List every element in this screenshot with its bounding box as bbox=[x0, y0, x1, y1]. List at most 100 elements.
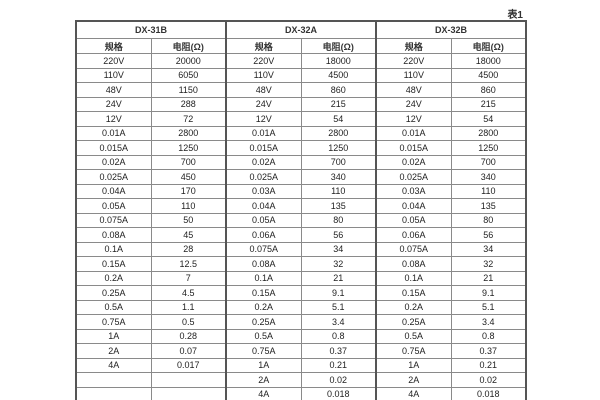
spec-column-header: 规格 bbox=[375, 38, 452, 54]
spec-cell: 0.04A bbox=[75, 183, 152, 199]
spec-cell: 1A bbox=[375, 357, 452, 373]
resistance-cell bbox=[150, 372, 227, 388]
spec-cell: 0.05A bbox=[375, 212, 452, 228]
resistance-cell: 110 bbox=[450, 183, 527, 199]
spec-cell: 0.5A bbox=[225, 328, 302, 344]
resistance-cell: 0.37 bbox=[300, 343, 377, 359]
spec-cell: 0.075A bbox=[225, 241, 302, 257]
resistance-cell: 1250 bbox=[450, 140, 527, 156]
spec-cell: 110V bbox=[225, 67, 302, 83]
spec-cell: 0.02A bbox=[225, 154, 302, 170]
resistance-cell: 34 bbox=[300, 241, 377, 257]
spec-cell: 24V bbox=[225, 96, 302, 112]
spec-cell: 1A bbox=[75, 328, 152, 344]
table-row: 0.15A 12.5 0.08A 32 0.08A 32 bbox=[75, 256, 527, 272]
spec-cell bbox=[75, 386, 152, 400]
table-row: 110V 6050 110V 4500 110V 4500 bbox=[75, 67, 527, 83]
resistance-cell: 1150 bbox=[150, 82, 227, 98]
spec-cell: 0.01A bbox=[75, 125, 152, 141]
spec-cell: 0.025A bbox=[75, 169, 152, 185]
resistance-cell: 6050 bbox=[150, 67, 227, 83]
resistance-cell: 54 bbox=[300, 111, 377, 127]
spec-cell: 4A bbox=[75, 357, 152, 373]
table-row: 220V 20000 220V 18000 220V 18000 bbox=[75, 53, 527, 69]
resistance-column-header: 电阻(Ω) bbox=[450, 38, 527, 54]
resistance-cell: 700 bbox=[300, 154, 377, 170]
table-row: 0.04A 170 0.03A 110 0.03A 110 bbox=[75, 183, 527, 199]
resistance-cell: 56 bbox=[300, 227, 377, 243]
spec-cell: 2A bbox=[75, 343, 152, 359]
resistance-cell: 288 bbox=[150, 96, 227, 112]
spec-cell: 0.02A bbox=[375, 154, 452, 170]
resistance-cell: 28 bbox=[150, 241, 227, 257]
resistance-cell: 1250 bbox=[150, 140, 227, 156]
resistance-cell: 45 bbox=[150, 227, 227, 243]
table-row: 0.01A 2800 0.01A 2800 0.01A 2800 bbox=[75, 125, 527, 141]
resistance-cell: 18000 bbox=[300, 53, 377, 69]
resistance-cell: 0.8 bbox=[300, 328, 377, 344]
spec-cell: 0.05A bbox=[75, 198, 152, 214]
spec-cell: 48V bbox=[75, 82, 152, 98]
resistance-cell: 20000 bbox=[150, 53, 227, 69]
table-row: 0.015A 1250 0.015A 1250 0.015A 1250 bbox=[75, 140, 527, 156]
resistance-cell: 1250 bbox=[300, 140, 377, 156]
spec-cell: 0.2A bbox=[375, 299, 452, 315]
table-body: 220V 20000 220V 18000 220V 18000 110V 6050 110V 4… bbox=[75, 53, 527, 400]
resistance-cell: 54 bbox=[450, 111, 527, 127]
spec-cell: 220V bbox=[225, 53, 302, 69]
spec-cell: 0.75A bbox=[75, 314, 152, 330]
spec-cell: 0.015A bbox=[375, 140, 452, 156]
resistance-cell: 80 bbox=[450, 212, 527, 228]
resistance-column-header: 电阻(Ω) bbox=[150, 38, 227, 54]
resistance-cell: 2800 bbox=[450, 125, 527, 141]
resistance-cell: 0.8 bbox=[450, 328, 527, 344]
resistance-cell: 0.018 bbox=[300, 386, 377, 400]
resistance-cell: 21 bbox=[450, 270, 527, 286]
spec-cell: 2A bbox=[225, 372, 302, 388]
resistance-cell: 0.28 bbox=[150, 328, 227, 344]
spec-cell: 0.05A bbox=[225, 212, 302, 228]
spec-cell: 0.75A bbox=[225, 343, 302, 359]
spec-cell: 48V bbox=[375, 82, 452, 98]
spec-cell: 24V bbox=[75, 96, 152, 112]
spec-cell: 0.15A bbox=[375, 285, 452, 301]
spec-cell: 0.06A bbox=[375, 227, 452, 243]
resistance-column-header: 电阻(Ω) bbox=[300, 38, 377, 54]
spec-cell: 1A bbox=[225, 357, 302, 373]
resistance-cell: 860 bbox=[450, 82, 527, 98]
resistance-cell: 5.1 bbox=[450, 299, 527, 315]
table-row: 0.5A 1.1 0.2A 5.1 0.2A 5.1 bbox=[75, 299, 527, 315]
resistance-cell: 3.4 bbox=[300, 314, 377, 330]
resistance-cell: 135 bbox=[450, 198, 527, 214]
table-row: 24V 288 24V 215 24V 215 bbox=[75, 96, 527, 112]
resistance-spec-table: DX-31B DX-32A DX-32B 规格 电阻(Ω) 规格 电阻(Ω) 规格 电阻(Ω) … bbox=[75, 20, 528, 400]
spec-column-header: 规格 bbox=[75, 38, 152, 54]
table-row: 1A 0.28 0.5A 0.8 0.5A 0.8 bbox=[75, 328, 527, 344]
table-caption: 表1 bbox=[507, 10, 523, 21]
table-row: 4A 0.018 4A 0.018 bbox=[75, 386, 527, 400]
column-header-row: 规格 电阻(Ω) 规格 电阻(Ω) 规格 电阻(Ω) bbox=[75, 38, 527, 54]
spec-cell: 4A bbox=[225, 386, 302, 400]
spec-cell: 0.01A bbox=[375, 125, 452, 141]
resistance-cell: 50 bbox=[150, 212, 227, 228]
resistance-cell: 700 bbox=[150, 154, 227, 170]
spec-cell: 0.01A bbox=[225, 125, 302, 141]
spec-cell: 0.075A bbox=[375, 241, 452, 257]
table-row: 0.25A 4.5 0.15A 9.1 0.15A 9.1 bbox=[75, 285, 527, 301]
resistance-cell: 170 bbox=[150, 183, 227, 199]
resistance-cell: 215 bbox=[450, 96, 527, 112]
resistance-cell: 700 bbox=[450, 154, 527, 170]
spec-cell: 0.2A bbox=[75, 270, 152, 286]
table-row: 0.2A 7 0.1A 21 0.1A 21 bbox=[75, 270, 527, 286]
resistance-cell: 0.21 bbox=[300, 357, 377, 373]
spec-cell: 220V bbox=[375, 53, 452, 69]
table-row: 12V 72 12V 54 12V 54 bbox=[75, 111, 527, 127]
spec-cell: 0.025A bbox=[225, 169, 302, 185]
resistance-cell: 80 bbox=[300, 212, 377, 228]
spec-cell: 0.25A bbox=[75, 285, 152, 301]
spec-cell bbox=[75, 372, 152, 388]
resistance-cell: 0.02 bbox=[300, 372, 377, 388]
spec-cell: 0.08A bbox=[75, 227, 152, 243]
spec-cell: 0.02A bbox=[75, 154, 152, 170]
